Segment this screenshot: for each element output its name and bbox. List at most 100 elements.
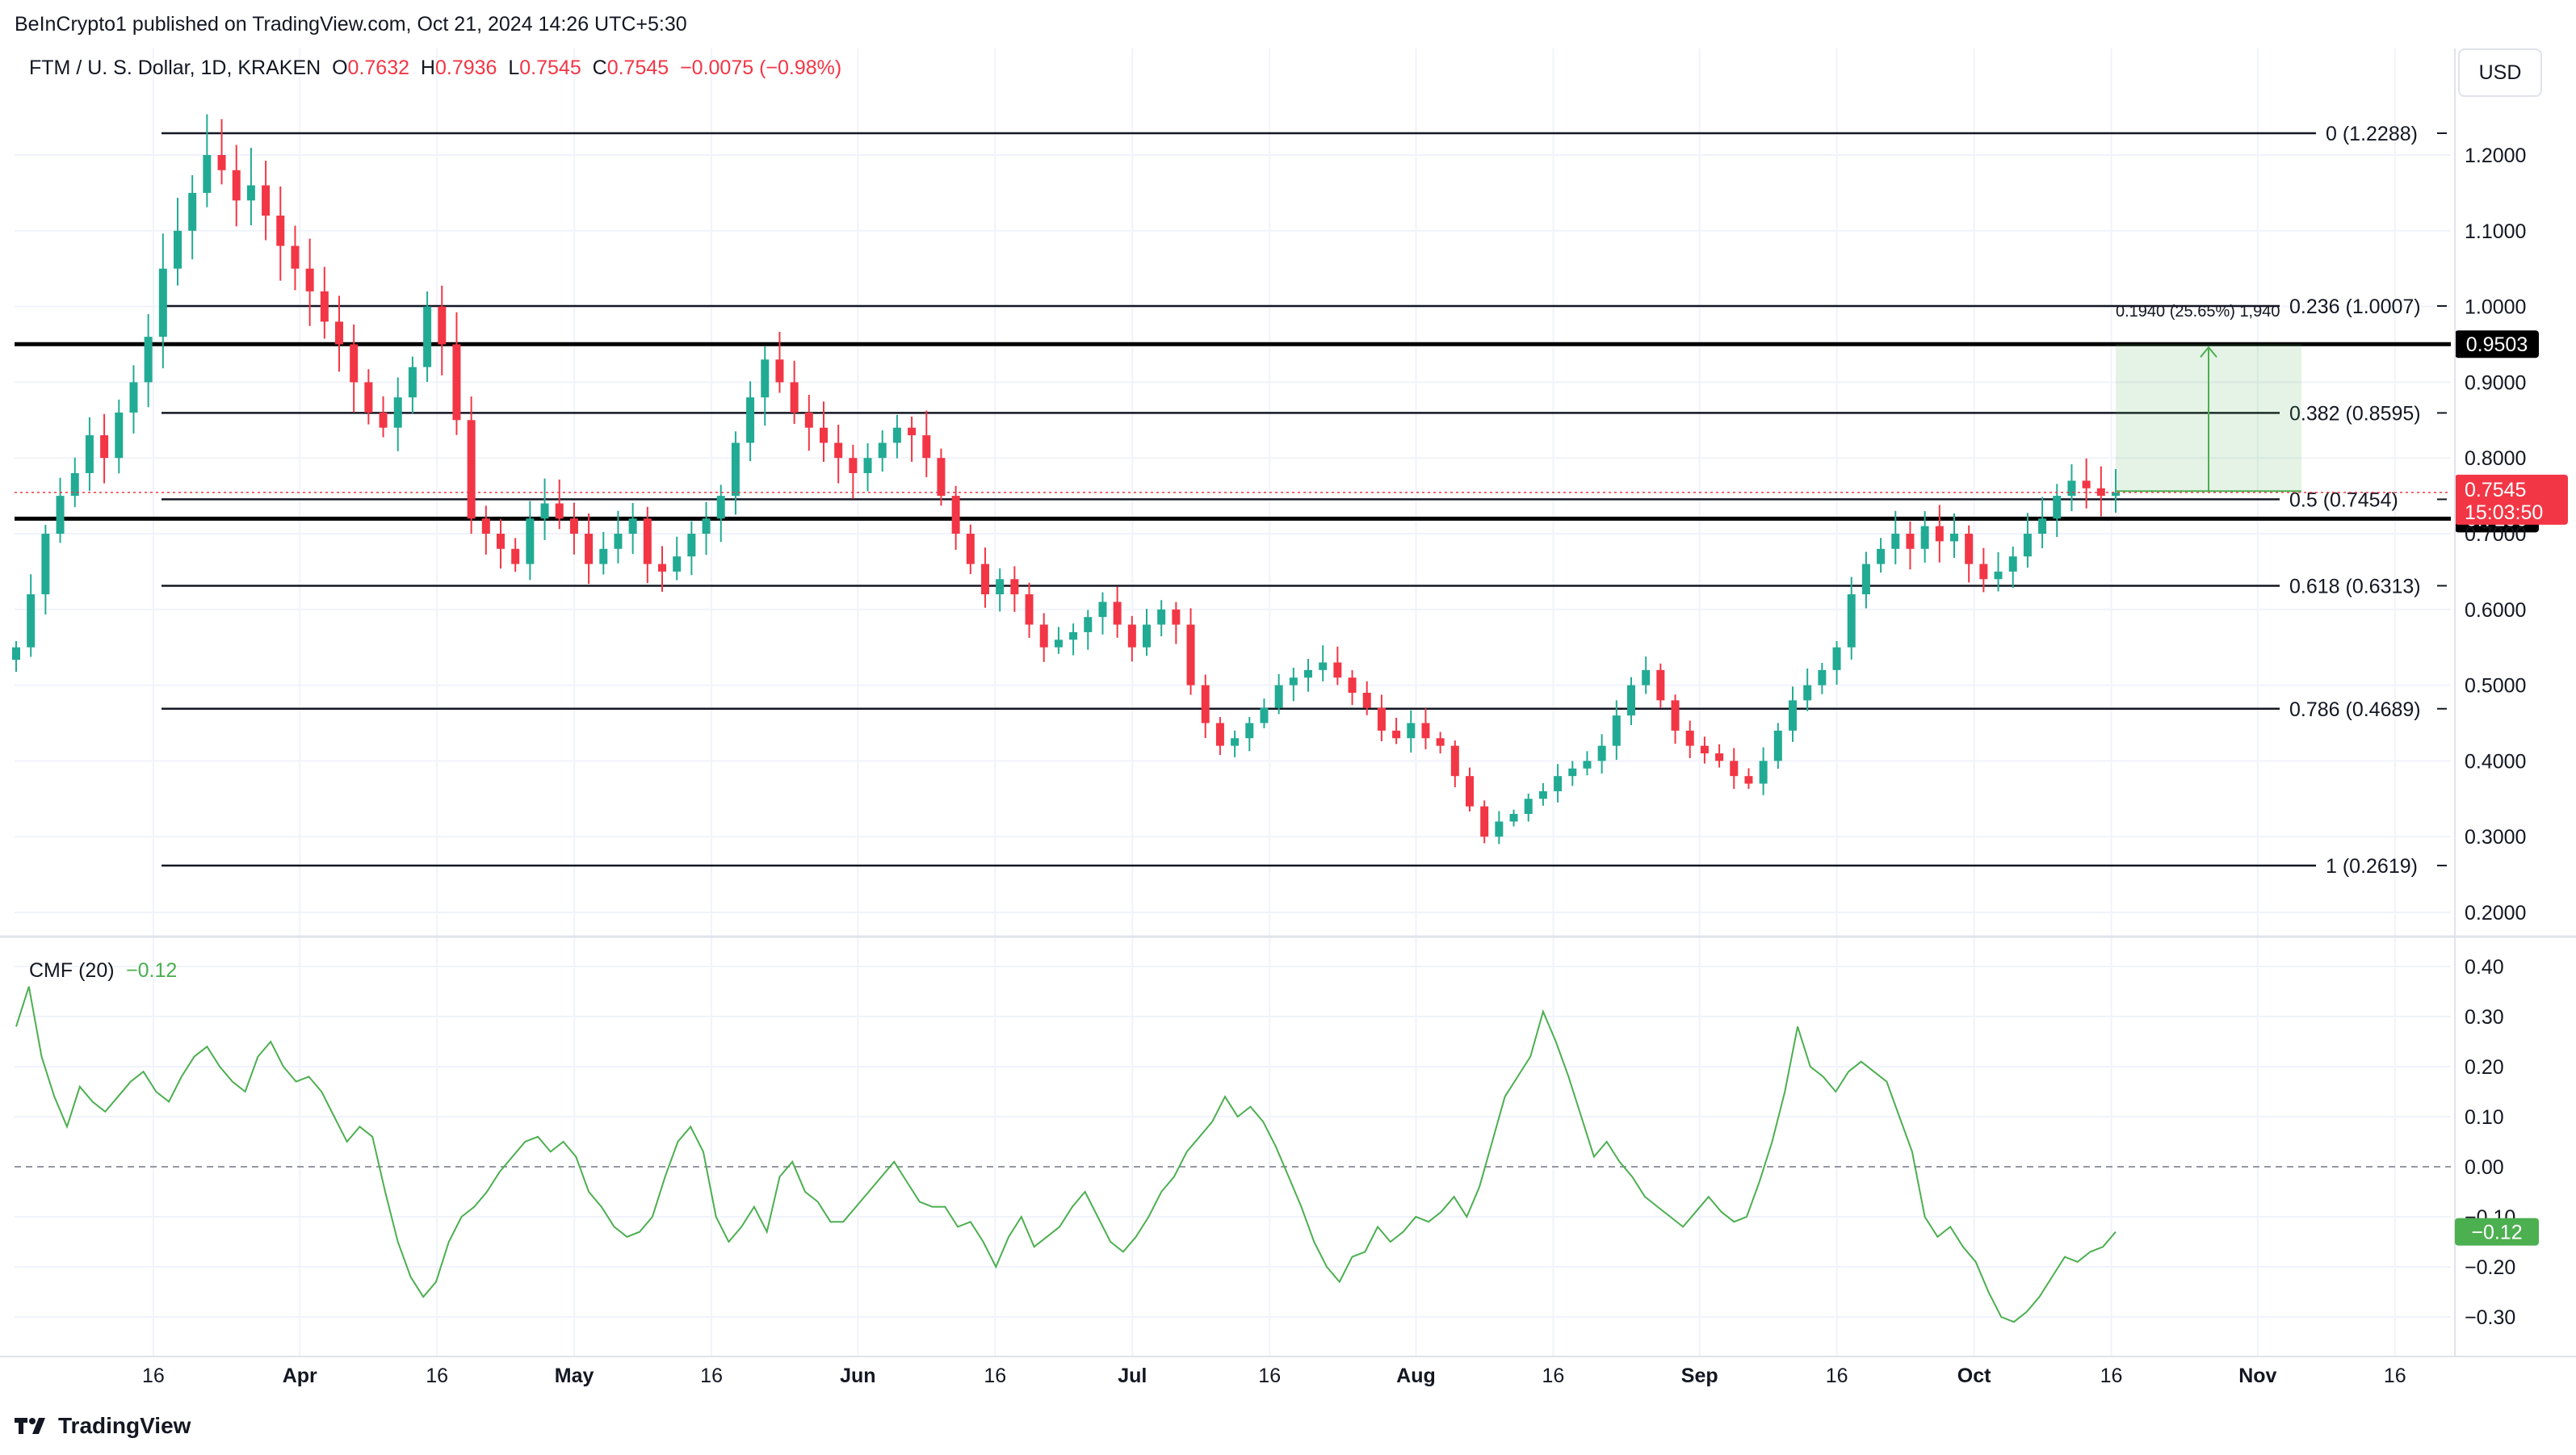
high-label: H <box>420 57 435 79</box>
fib-level-label: 0.618 (0.6313) <box>2289 575 2421 598</box>
cmf-axis-label: 0.30 <box>2465 1006 2504 1029</box>
candle-body <box>1906 534 1915 549</box>
time-axis-label: 16 <box>142 1365 165 1387</box>
candle-body <box>1685 730 1694 746</box>
fib-level-label: 1 (0.2619) <box>2326 855 2418 878</box>
candle-body <box>511 548 520 564</box>
candle-body <box>1818 669 1827 686</box>
low-value: 0.7545 <box>519 57 581 79</box>
candle-body <box>1965 534 1974 564</box>
cmf-axis-label: 0.10 <box>2465 1106 2504 1129</box>
candle-body <box>746 397 755 443</box>
candle-body <box>628 518 637 534</box>
candle-body <box>70 472 79 497</box>
candle-body <box>1612 715 1621 746</box>
candle-body <box>1744 776 1753 784</box>
price-axis-label: 0.2000 <box>2465 902 2526 925</box>
candle-body <box>951 496 960 534</box>
candle-body <box>1025 594 1034 625</box>
candle-body <box>1436 738 1445 746</box>
candle-body <box>1524 799 1533 815</box>
candle-body <box>1832 647 1841 670</box>
fib-level-label: 0.236 (1.0007) <box>2289 296 2421 318</box>
candle-body <box>1803 685 1812 701</box>
price-range-measure[interactable]: 0.1940 (25.65%) 1,940 <box>2116 303 2301 493</box>
time-axis-label: 16 <box>700 1365 723 1387</box>
cmf-axis-label: 0.40 <box>2465 956 2504 979</box>
candle-body <box>1671 700 1680 731</box>
candle-body <box>1877 548 1886 564</box>
candle-body <box>100 435 109 459</box>
fib-level-label: 0 (1.2288) <box>2326 123 2418 145</box>
publisher-line: BeInCrypto1 published on TradingView.com… <box>15 13 687 36</box>
candle-body <box>1847 594 1856 648</box>
candle-body <box>2023 534 2032 557</box>
cmf-axis-label: −0.20 <box>2465 1256 2515 1279</box>
candle-body <box>1362 692 1371 708</box>
candle-body <box>540 503 549 519</box>
time-axis-label: Nov <box>2238 1365 2276 1387</box>
candle-body <box>614 534 623 549</box>
candle-body <box>1789 700 1797 731</box>
price-axis-label: 1.2000 <box>2465 145 2526 167</box>
candle-body <box>1186 624 1195 686</box>
candle-body <box>467 420 476 519</box>
candle-body <box>1861 564 1870 595</box>
candle-body <box>820 427 828 443</box>
candle-body <box>1289 677 1298 686</box>
time-axis-label: Sep <box>1681 1365 1718 1387</box>
candle-body <box>27 594 36 648</box>
candle-body <box>1715 753 1724 761</box>
candle-body <box>569 518 578 534</box>
candle-body <box>1274 685 1283 708</box>
time-axis-label: 16 <box>426 1365 448 1387</box>
symbol-legend[interactable]: FTM / U. S. Dollar, 1D, KRAKEN O0.7632 H… <box>29 57 841 80</box>
candle-body <box>834 442 843 459</box>
candle-body <box>1466 776 1474 807</box>
price-axis-label: 0.3000 <box>2465 826 2526 849</box>
candle-body <box>1215 723 1224 746</box>
tradingview-logo-icon <box>15 1418 45 1434</box>
candle-body <box>849 458 858 473</box>
candle-body <box>144 337 153 383</box>
cmf-value-tag <box>2455 1218 2539 1246</box>
time-axis-label: Jun <box>840 1365 875 1387</box>
candle-body <box>1260 707 1269 723</box>
candle-body <box>115 412 124 459</box>
candle-body <box>1010 579 1019 595</box>
candle-body <box>1450 745 1459 777</box>
candle-body <box>702 518 711 534</box>
candle-body <box>291 245 300 269</box>
candle-body <box>1656 669 1665 701</box>
candle-body <box>863 458 872 473</box>
time-axis-label: Oct <box>1957 1365 1991 1387</box>
candle-body <box>1627 685 1635 716</box>
candle-body <box>1231 738 1240 746</box>
candle-body <box>1773 730 1782 761</box>
candle-body <box>1201 685 1210 723</box>
fibonacci-retracement[interactable]: 0 (1.2288) 0.236 (1.0007) 0.382 (0.8595) 0.… <box>15 123 2539 878</box>
tradingview-logo[interactable]: TradingView <box>15 1413 191 1439</box>
time-axis-label: 16 <box>2100 1365 2123 1387</box>
candle-body <box>262 185 271 216</box>
candle-body <box>1994 571 2003 580</box>
candle-body <box>1538 790 1547 799</box>
candle-body <box>526 518 535 564</box>
current-price-label: 0.7545 <box>2465 479 2526 501</box>
candle-body <box>2067 480 2076 497</box>
candle-body <box>408 367 417 398</box>
candle-body <box>908 427 917 436</box>
price-axis-label: 0.5000 <box>2465 675 2526 698</box>
candle-body <box>922 435 931 459</box>
candle-body <box>2008 556 2017 572</box>
candle-body <box>1172 609 1181 625</box>
candle-body <box>2038 518 2047 534</box>
footer-brand: TradingView <box>58 1413 191 1438</box>
currency-button[interactable]: USD <box>2458 48 2542 97</box>
candle-body <box>1069 631 1078 640</box>
candle-body <box>1407 723 1416 739</box>
cmf-axis-label: 0.00 <box>2465 1156 2504 1179</box>
countdown-label: 15:03:50 <box>2465 501 2543 524</box>
open-label: O <box>332 57 348 79</box>
